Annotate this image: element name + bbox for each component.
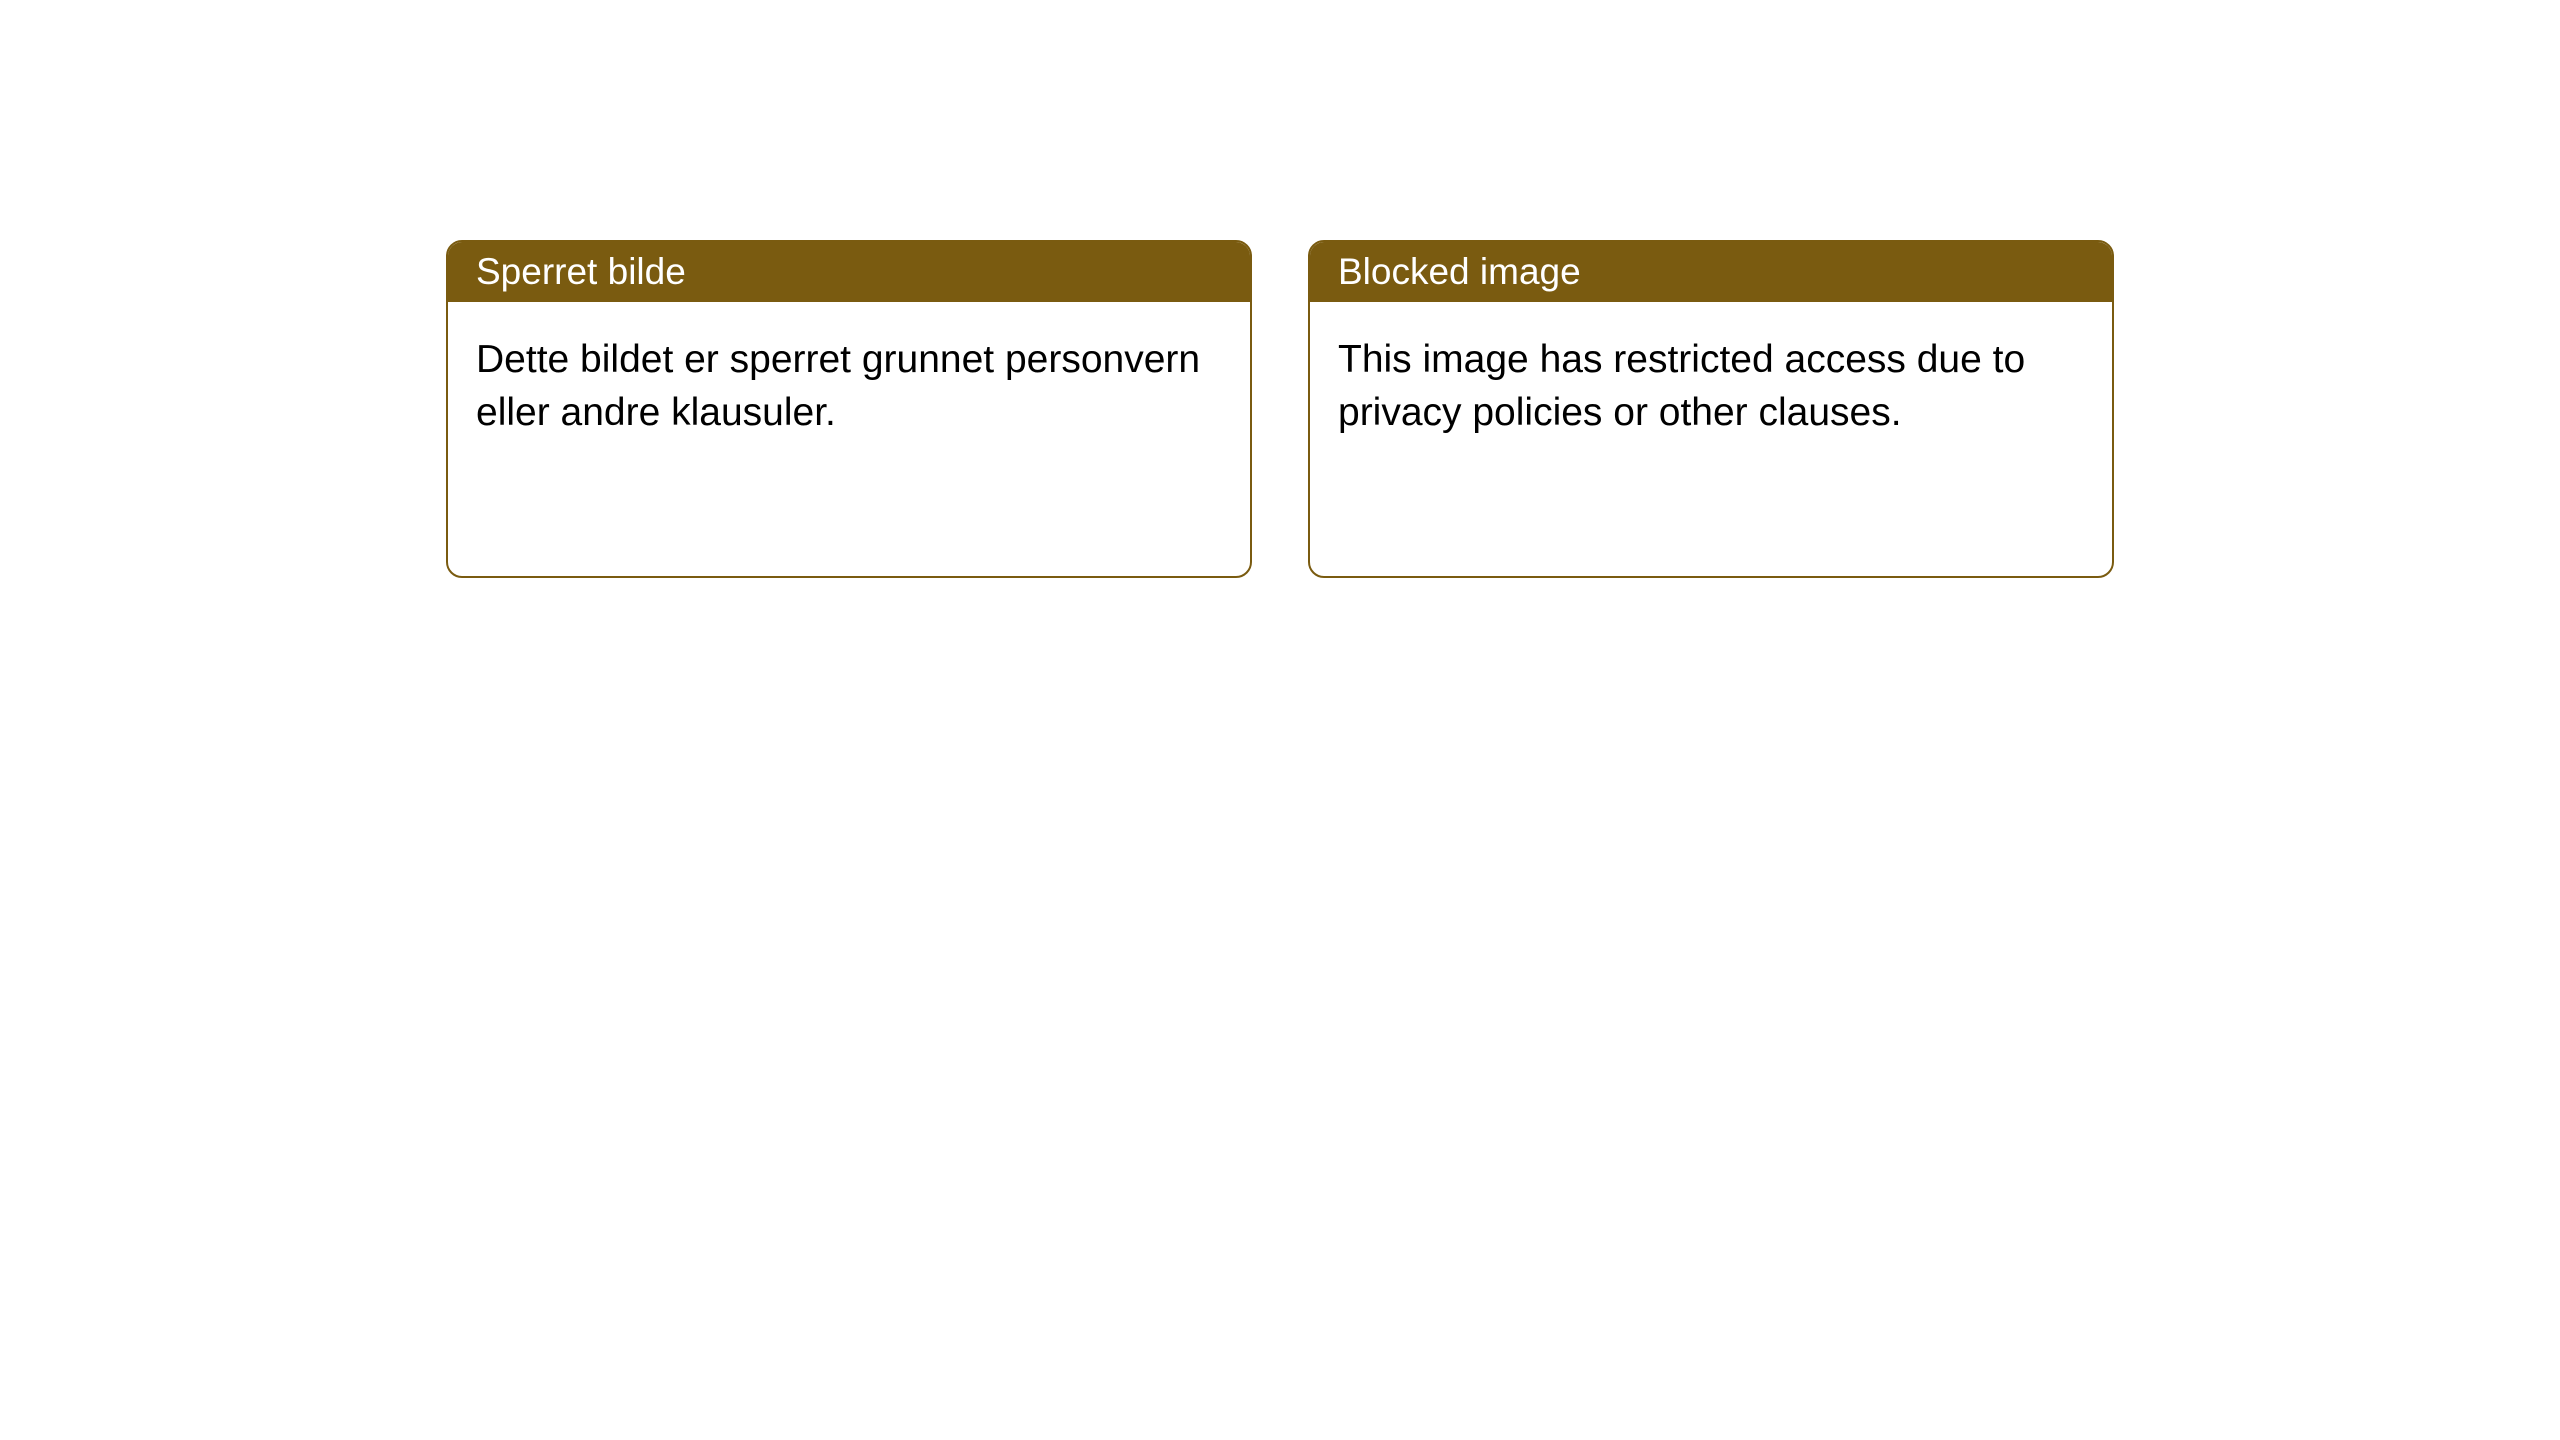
notice-header: Blocked image: [1310, 242, 2112, 302]
notice-body: Dette bildet er sperret grunnet personve…: [448, 302, 1250, 471]
notice-title: Blocked image: [1338, 251, 1581, 293]
notice-header: Sperret bilde: [448, 242, 1250, 302]
notice-title: Sperret bilde: [476, 251, 686, 293]
notice-box-norwegian: Sperret bilde Dette bildet er sperret gr…: [446, 240, 1252, 578]
notice-body: This image has restricted access due to …: [1310, 302, 2112, 471]
notice-body-text: Dette bildet er sperret grunnet personve…: [476, 338, 1200, 434]
notice-body-text: This image has restricted access due to …: [1338, 338, 2025, 434]
notice-container: Sperret bilde Dette bildet er sperret gr…: [0, 0, 2560, 578]
notice-box-english: Blocked image This image has restricted …: [1308, 240, 2114, 578]
